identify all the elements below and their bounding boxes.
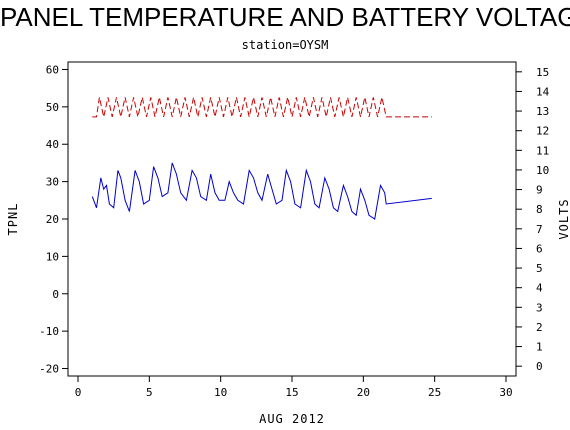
- y-right-tick-label: 1: [536, 341, 543, 354]
- x-tick-label: 5: [146, 386, 153, 399]
- y-right-tick-label: 13: [536, 105, 549, 118]
- y-left-tick-label: 60: [46, 63, 59, 76]
- y-right-tick-label: 10: [536, 164, 549, 177]
- y-right-tick-label: 12: [536, 125, 549, 138]
- battery-voltage-line: [92, 97, 432, 118]
- y-left-tick-label: 20: [46, 213, 59, 226]
- y-right-tick-label: 6: [536, 242, 543, 255]
- y-right-tick-label: 2: [536, 321, 543, 334]
- y-left-tick-label: -10: [39, 325, 59, 338]
- x-tick-label: 0: [75, 386, 82, 399]
- x-axis-label: AUG 2012: [259, 412, 325, 426]
- y-axis-label-right: VOLTS: [557, 198, 570, 239]
- x-tick-label: 30: [499, 386, 512, 399]
- y-right-tick-label: 4: [536, 282, 543, 295]
- x-axis: 0 5 10 15 20 25 30: [75, 376, 513, 399]
- x-tick-label: 15: [285, 386, 298, 399]
- y-left-tick-label: 50: [46, 101, 59, 114]
- y-axis-label-left: TPNL: [6, 203, 20, 236]
- y-right-tick-label: 9: [536, 184, 543, 197]
- y-left-tick-label: -20: [39, 363, 59, 376]
- y-right-tick-label: 8: [536, 203, 543, 216]
- series-layer: [91, 97, 432, 220]
- panel-temperature-line: [91, 162, 432, 220]
- y-left-tick-label: 40: [46, 138, 59, 151]
- x-tick-label: 20: [357, 386, 370, 399]
- chart-title: PANEL TEMPERATURE AND BATTERY VOLTAGE: [0, 2, 570, 32]
- plot-frame: [67, 61, 517, 377]
- y-right-tick-label: 3: [536, 301, 543, 314]
- x-tick-label: 25: [428, 386, 441, 399]
- x-tick-label: 10: [214, 386, 227, 399]
- y-right-tick-label: 7: [536, 223, 543, 236]
- y-left-tick-label: 30: [46, 176, 59, 189]
- y-right-tick-label: 14: [536, 85, 550, 98]
- y-right-tick-label: 15: [536, 66, 549, 79]
- y-right-tick-label: 11: [536, 144, 549, 157]
- y-axis-left: -20 -10 0 10 20 30 40 50 60: [39, 63, 68, 376]
- chart-subtitle: station=OYSM: [241, 38, 329, 52]
- y-right-tick-label: 0: [536, 360, 543, 373]
- y-left-tick-label: 10: [46, 250, 59, 263]
- y-right-tick-label: 5: [536, 262, 543, 275]
- y-left-tick-label: 0: [52, 288, 59, 301]
